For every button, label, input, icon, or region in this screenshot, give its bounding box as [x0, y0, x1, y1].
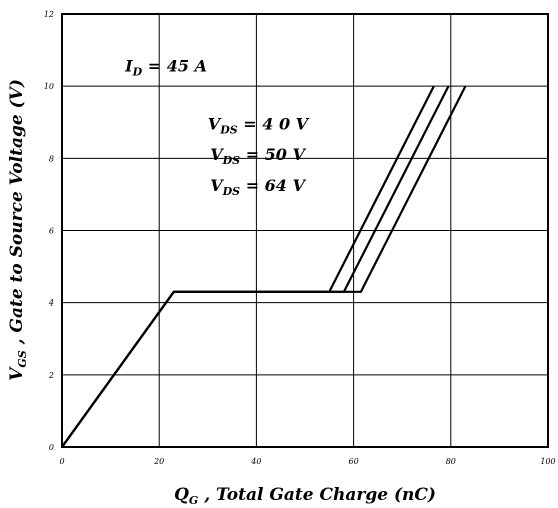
x-axis-label-rest: , Total Gate Charge (nC) [198, 485, 436, 505]
x-tick-label-2: 40 [250, 457, 261, 466]
x-tick-labels: 0 20 40 60 80 100 [59, 457, 555, 466]
annotations: ID = 45 A VDS = 4 0 V VDS = 50 V VDS = 64 V [124, 57, 309, 198]
grid [62, 14, 548, 447]
y-axis-label-main: V [7, 366, 27, 381]
annotation-2: VDS = 50 V [210, 145, 306, 167]
y-tick-label-3: 6 [49, 227, 54, 236]
y-axis-label: VGS , Gate to Source Voltage (V) [7, 79, 29, 381]
x-tick-label-0: 0 [59, 457, 64, 466]
series-line-2 [61, 85, 467, 448]
y-tick-labels: 0 2 4 6 8 10 12 [44, 10, 54, 452]
x-tick-label-1: 20 [153, 457, 164, 466]
annotation-0: ID = 45 A [124, 57, 207, 79]
annotation-3: VDS = 64 V [210, 176, 306, 198]
x-axis-label-sub: G [189, 494, 198, 507]
x-tick-label-5: 100 [540, 457, 555, 466]
y-tick-label-2: 4 [48, 299, 54, 308]
y-tick-label-6: 12 [44, 10, 54, 19]
y-tick-label-5: 10 [44, 82, 54, 91]
plot-border [61, 13, 549, 448]
annotation-1: VDS = 4 0 V [208, 114, 310, 136]
series-layer [61, 85, 467, 448]
x-axis-label-main: Q [174, 485, 189, 505]
y-tick-label-1: 2 [48, 371, 54, 380]
x-tick-label-3: 60 [349, 457, 359, 466]
y-axis-label-rest: , Gate to Source Voltage (V) [7, 79, 27, 350]
y-axis-label-sub: GS [16, 350, 29, 367]
y-tick-label-0: 0 [49, 443, 54, 452]
x-axis-label: QG , Total Gate Charge (nC) [174, 485, 436, 507]
y-tick-label-4: 8 [49, 154, 54, 163]
x-tick-label-4: 80 [446, 457, 456, 466]
